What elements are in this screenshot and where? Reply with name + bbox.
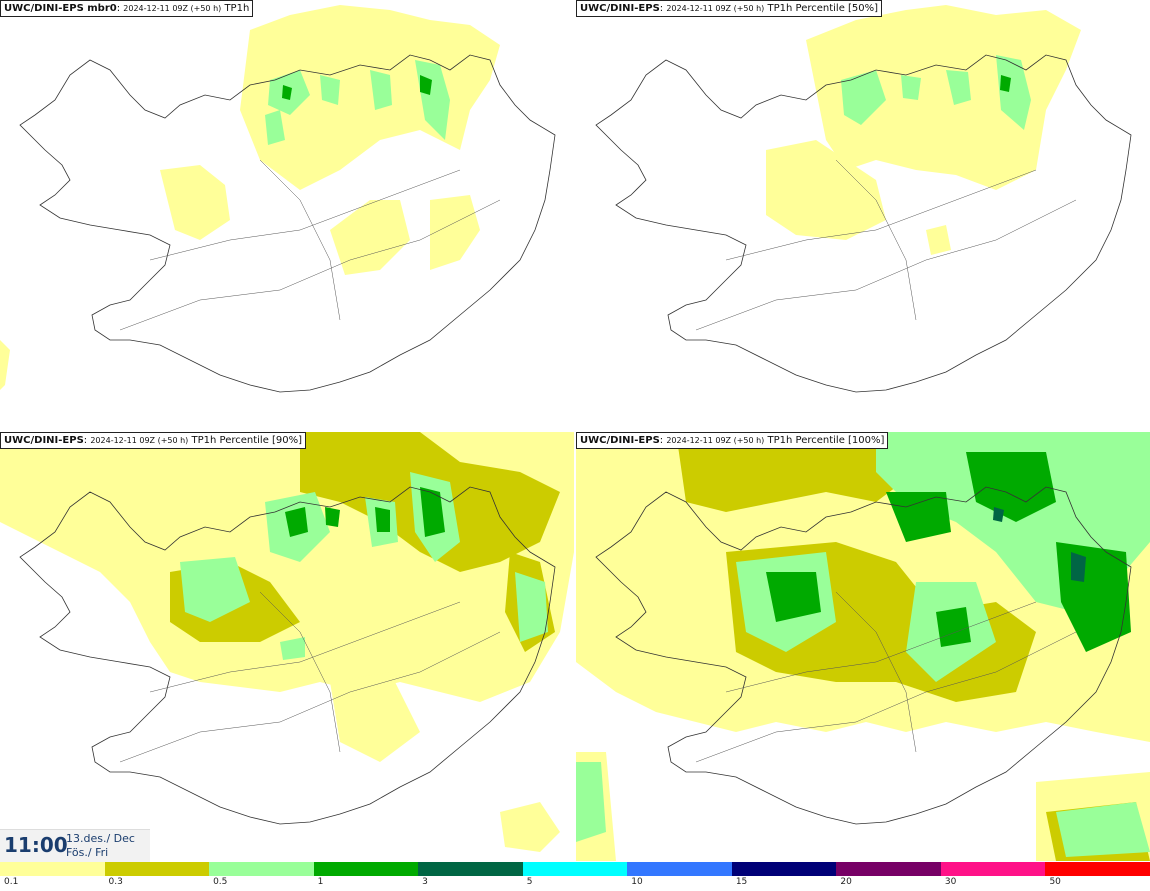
panel-title: UWC/DINI-EPS: 2024-12-11 09Z (+50 h) TP1… [576,0,883,17]
colorbar-label: 10 [631,877,643,887]
map-panel-mbr0: UWC/DINI-EPS mbr0: 2024-12-11 09Z (+50 h… [0,0,574,429]
colorbar-swatches [0,862,1150,876]
map-panel-p90: UWC/DINI-EPS: 2024-12-11 09Z (+50 h) TP1… [0,432,574,861]
colorbar-label: 0.3 [108,877,123,887]
colorbar-label: 15 [735,877,748,887]
map-panel-p100: UWC/DINI-EPS: 2024-12-11 09Z (+50 h) TP1… [576,432,1150,861]
precip-map [0,432,574,852]
colorbar-swatch [836,862,941,876]
colorbar-label: 1 [317,877,324,887]
valid-date-line2: Fös./ Fri [66,846,109,859]
map-panel-p50: UWC/DINI-EPS: 2024-12-11 09Z (+50 h) TP1… [576,0,1150,429]
valid-time-box: 11:00 13.des./ Dec Fös./ Fri [0,829,150,862]
colorbar-swatch [627,862,732,876]
colorbar-swatch [209,862,314,876]
colorbar-label: 3 [422,877,428,887]
colorbar-swatch [313,862,419,876]
colorbar-swatch [1045,862,1150,876]
panel-title: UWC/DINI-EPS: 2024-12-11 09Z (+50 h) TP1… [0,432,307,449]
colorbar-label: 30 [944,877,957,887]
valid-date-line1: 13.des./ Dec [66,832,135,845]
colorbar-swatch [418,862,523,876]
colorbar-label: 20 [840,877,852,887]
colorbar-swatch [522,862,628,876]
colorbar-label: 50 [1049,877,1061,887]
colorbar-swatch [940,862,1046,876]
colorbar-label: 0.5 [213,877,228,887]
valid-time-clock: 11:00 [4,833,68,857]
panel-title: UWC/DINI-EPS: 2024-12-11 09Z (+50 h) TP1… [576,432,889,449]
panel-title: UWC/DINI-EPS mbr0: 2024-12-11 09Z (+50 h… [0,0,254,17]
precip-map [0,5,556,393]
valid-date: 13.des./ Dec Fös./ Fri [66,832,135,860]
colorbar-swatch [104,862,210,876]
colorbar-label: 5 [526,877,533,887]
colorbar-label: 0.1 [4,877,19,887]
precip-map [595,5,1132,393]
colorbar-swatch [731,862,837,876]
precip-map [576,432,1150,861]
panel-divider [574,0,576,862]
precip-colorbar: 0.1 0.3 0.5 1 3 5 10 15 20 30 50 [0,862,1150,891]
colorbar-swatch [0,862,105,876]
